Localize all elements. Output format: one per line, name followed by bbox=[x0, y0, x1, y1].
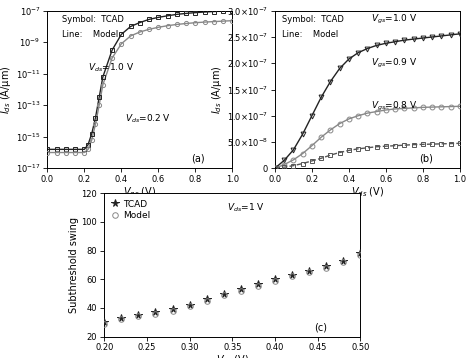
Line: Model: Model bbox=[101, 252, 363, 326]
Model bbox=[238, 289, 244, 293]
Text: Symbol:  TCAD: Symbol: TCAD bbox=[283, 15, 344, 24]
Text: (c): (c) bbox=[314, 323, 327, 333]
TCAD bbox=[272, 277, 278, 281]
TCAD bbox=[136, 313, 141, 317]
Text: $V_{gs}$=0.8 V: $V_{gs}$=0.8 V bbox=[371, 100, 417, 113]
X-axis label: $V_{gs}$ (V): $V_{gs}$ (V) bbox=[216, 354, 249, 358]
TCAD bbox=[204, 297, 210, 301]
Text: $V_{ds}$=1.0 V: $V_{ds}$=1.0 V bbox=[88, 62, 135, 74]
Model bbox=[101, 321, 107, 326]
Text: Symbol:  TCAD: Symbol: TCAD bbox=[62, 15, 124, 24]
TCAD bbox=[289, 273, 295, 277]
Y-axis label: Subthreshold swing: Subthreshold swing bbox=[69, 217, 79, 313]
Model bbox=[289, 274, 295, 279]
Text: Line:    Model: Line: Model bbox=[283, 30, 338, 39]
Text: (b): (b) bbox=[419, 154, 433, 164]
TCAD bbox=[340, 258, 346, 263]
Text: $V_{ds}$=0.2 V: $V_{ds}$=0.2 V bbox=[125, 112, 171, 125]
Model bbox=[221, 293, 227, 297]
TCAD bbox=[118, 316, 124, 320]
Text: $V_{ds}$=1 V: $V_{ds}$=1 V bbox=[227, 202, 265, 214]
Text: Line:    Model: Line: Model bbox=[62, 30, 118, 39]
Model bbox=[323, 266, 329, 270]
TCAD bbox=[221, 291, 227, 296]
Model bbox=[340, 260, 346, 264]
TCAD bbox=[238, 287, 244, 291]
Model bbox=[118, 317, 124, 321]
TCAD bbox=[153, 310, 158, 314]
Model bbox=[306, 270, 312, 274]
TCAD bbox=[187, 303, 192, 307]
Model bbox=[255, 284, 261, 289]
Text: (a): (a) bbox=[191, 154, 205, 164]
TCAD bbox=[357, 251, 363, 256]
Model bbox=[272, 279, 278, 283]
X-axis label: $V_{gs}$ (V): $V_{gs}$ (V) bbox=[123, 185, 156, 200]
Model bbox=[357, 253, 363, 257]
Model bbox=[170, 309, 175, 313]
TCAD bbox=[170, 307, 175, 311]
TCAD bbox=[255, 281, 261, 286]
Model bbox=[153, 311, 158, 316]
Y-axis label: $I_{ds}$ (A/μm): $I_{ds}$ (A/μm) bbox=[0, 65, 13, 114]
TCAD bbox=[306, 268, 312, 273]
Text: $V_{gs}$=0.9 V: $V_{gs}$=0.9 V bbox=[371, 57, 418, 71]
Y-axis label: $I_{ds}$ (A/μm): $I_{ds}$ (A/μm) bbox=[210, 65, 224, 114]
TCAD bbox=[101, 320, 107, 324]
X-axis label: $V_{ds}$ (V): $V_{ds}$ (V) bbox=[351, 185, 384, 199]
Text: $V_{gs}$=1.0 V: $V_{gs}$=1.0 V bbox=[371, 13, 418, 26]
TCAD bbox=[323, 264, 329, 268]
Model bbox=[187, 304, 192, 309]
Line: TCAD: TCAD bbox=[100, 250, 364, 326]
Legend: TCAD, Model: TCAD, Model bbox=[109, 198, 152, 222]
Model bbox=[136, 314, 141, 319]
Model bbox=[204, 299, 210, 303]
